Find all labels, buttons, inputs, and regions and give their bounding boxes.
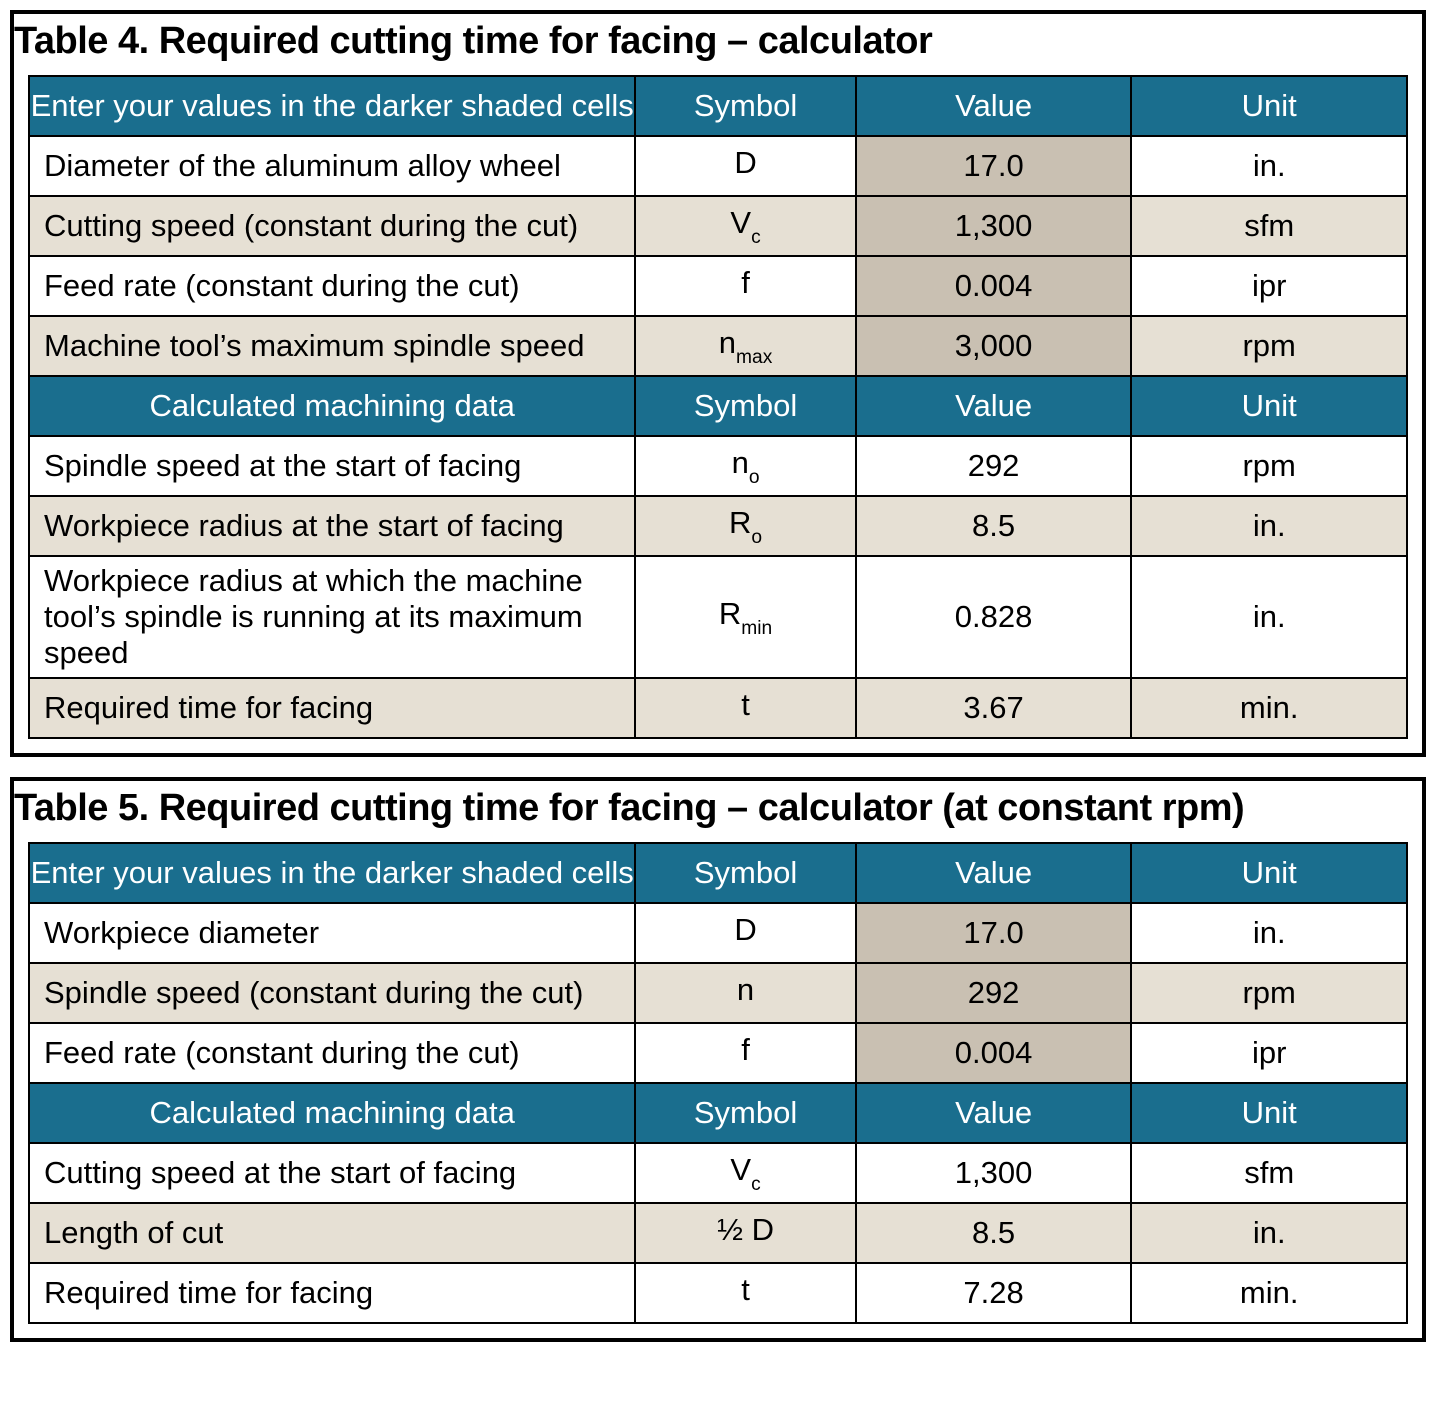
row-symbol: f — [635, 1023, 855, 1083]
hdr-symbol: Symbol — [635, 376, 855, 436]
row-unit: ipr — [1131, 1023, 1407, 1083]
row-label: Machine tool’s maximum spindle speed — [29, 316, 635, 376]
row-label: Cutting speed (constant during the cut) — [29, 196, 635, 256]
row-value: 7.28 — [856, 1263, 1132, 1323]
table-4-title: Table 4. Required cutting time for facin… — [14, 14, 1422, 75]
row-value-input[interactable]: 0.004 — [856, 256, 1132, 316]
row-value-input[interactable]: 1,300 — [856, 196, 1132, 256]
hdr-value: Value — [856, 1083, 1132, 1143]
hdr-value: Value — [856, 376, 1132, 436]
row-label: Workpiece radius at which the machine to… — [29, 556, 635, 678]
row-label: Required time for facing — [29, 678, 635, 738]
hdr-label: Enter your values in the darker shaded c… — [29, 843, 635, 903]
row-unit: sfm — [1131, 1143, 1407, 1203]
row-unit: sfm — [1131, 196, 1407, 256]
table-4-input-header: Enter your values in the darker shaded c… — [29, 76, 1407, 136]
row-label: Length of cut — [29, 1203, 635, 1263]
row-label: Feed rate (constant during the cut) — [29, 256, 635, 316]
hdr-value: Value — [856, 843, 1132, 903]
row-label: Workpiece radius at the start of facing — [29, 496, 635, 556]
table-4-grid: Enter your values in the darker shaded c… — [28, 75, 1408, 739]
row-unit: rpm — [1131, 316, 1407, 376]
row-symbol: t — [635, 1263, 855, 1323]
row-symbol: Vc — [635, 1143, 855, 1203]
row-label: Spindle speed (constant during the cut) — [29, 963, 635, 1023]
row-value-input[interactable]: 292 — [856, 963, 1132, 1023]
table-row: Cutting speed at the start of facing Vc … — [29, 1143, 1407, 1203]
hdr-unit: Unit — [1131, 376, 1407, 436]
row-symbol: f — [635, 256, 855, 316]
row-symbol: t — [635, 678, 855, 738]
row-value-input[interactable]: 0.004 — [856, 1023, 1132, 1083]
row-label: Required time for facing — [29, 1263, 635, 1323]
table-5-title: Table 5. Required cutting time for facin… — [14, 781, 1422, 842]
table-5: Table 5. Required cutting time for facin… — [10, 777, 1426, 1342]
hdr-label: Calculated machining data — [29, 376, 635, 436]
row-label: Spindle speed at the start of facing — [29, 436, 635, 496]
table-row: Cutting speed (constant during the cut) … — [29, 196, 1407, 256]
hdr-symbol: Symbol — [635, 1083, 855, 1143]
hdr-label: Calculated machining data — [29, 1083, 635, 1143]
row-symbol: nmax — [635, 316, 855, 376]
row-symbol: Ro — [635, 496, 855, 556]
row-unit: in. — [1131, 556, 1407, 678]
row-symbol: Vc — [635, 196, 855, 256]
row-value-input[interactable]: 17.0 — [856, 903, 1132, 963]
row-value: 8.5 — [856, 496, 1132, 556]
table-5-input-header: Enter your values in the darker shaded c… — [29, 843, 1407, 903]
table-row: Spindle speed (constant during the cut) … — [29, 963, 1407, 1023]
hdr-value: Value — [856, 76, 1132, 136]
row-unit: in. — [1131, 136, 1407, 196]
row-unit: ipr — [1131, 256, 1407, 316]
table-row: Workpiece radius at the start of facing … — [29, 496, 1407, 556]
table-row: Feed rate (constant during the cut) f 0.… — [29, 256, 1407, 316]
hdr-symbol: Symbol — [635, 76, 855, 136]
table-row: Required time for facing t 7.28 min. — [29, 1263, 1407, 1323]
row-unit: min. — [1131, 1263, 1407, 1323]
hdr-symbol: Symbol — [635, 843, 855, 903]
row-symbol: D — [635, 136, 855, 196]
table-row: Feed rate (constant during the cut) f 0.… — [29, 1023, 1407, 1083]
table-row: Required time for facing t 3.67 min. — [29, 678, 1407, 738]
hdr-unit: Unit — [1131, 76, 1407, 136]
row-value: 8.5 — [856, 1203, 1132, 1263]
table-4-calc-header: Calculated machining data Symbol Value U… — [29, 376, 1407, 436]
row-unit: in. — [1131, 1203, 1407, 1263]
table-5-calc-header: Calculated machining data Symbol Value U… — [29, 1083, 1407, 1143]
row-unit: rpm — [1131, 436, 1407, 496]
row-unit: rpm — [1131, 963, 1407, 1023]
row-value-input[interactable]: 17.0 — [856, 136, 1132, 196]
row-label: Diameter of the aluminum alloy wheel — [29, 136, 635, 196]
hdr-unit: Unit — [1131, 1083, 1407, 1143]
row-symbol: D — [635, 903, 855, 963]
table-4: Table 4. Required cutting time for facin… — [10, 10, 1426, 757]
row-label: Feed rate (constant during the cut) — [29, 1023, 635, 1083]
table-row: Length of cut ½ D 8.5 in. — [29, 1203, 1407, 1263]
row-symbol: ½ D — [635, 1203, 855, 1263]
row-value: 0.828 — [856, 556, 1132, 678]
row-unit: in. — [1131, 496, 1407, 556]
table-row: Machine tool’s maximum spindle speed nma… — [29, 316, 1407, 376]
row-label: Cutting speed at the start of facing — [29, 1143, 635, 1203]
row-label: Workpiece diameter — [29, 903, 635, 963]
hdr-unit: Unit — [1131, 843, 1407, 903]
table-5-grid: Enter your values in the darker shaded c… — [28, 842, 1408, 1324]
row-symbol: n — [635, 963, 855, 1023]
row-value: 292 — [856, 436, 1132, 496]
row-value-input[interactable]: 3,000 — [856, 316, 1132, 376]
row-symbol: no — [635, 436, 855, 496]
row-unit: min. — [1131, 678, 1407, 738]
table-row: Workpiece radius at which the machine to… — [29, 556, 1407, 678]
row-unit: in. — [1131, 903, 1407, 963]
table-row: Spindle speed at the start of facing no … — [29, 436, 1407, 496]
table-row: Workpiece diameter D 17.0 in. — [29, 903, 1407, 963]
row-symbol: Rmin — [635, 556, 855, 678]
hdr-label: Enter your values in the darker shaded c… — [29, 76, 635, 136]
row-value: 1,300 — [856, 1143, 1132, 1203]
table-row: Diameter of the aluminum alloy wheel D 1… — [29, 136, 1407, 196]
row-value: 3.67 — [856, 678, 1132, 738]
